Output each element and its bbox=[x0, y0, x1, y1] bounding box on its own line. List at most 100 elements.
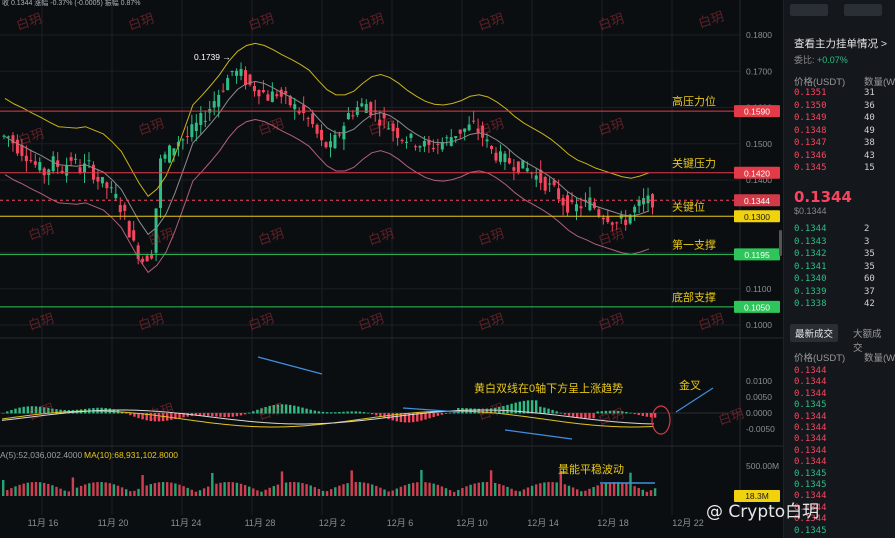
volume-bar bbox=[215, 483, 218, 496]
macd-bar bbox=[2, 413, 5, 414]
watermark-text: 白玥 bbox=[476, 116, 506, 139]
watermark-text: 白玥 bbox=[246, 311, 276, 334]
volume-bar bbox=[547, 482, 550, 496]
candle-body bbox=[552, 180, 556, 186]
ask-row[interactable]: 0.1348 49 bbox=[794, 125, 875, 136]
macd-bar bbox=[125, 413, 128, 414]
candle-body bbox=[512, 167, 516, 171]
volume-bar bbox=[2, 480, 5, 496]
watermark-text: 白玥 bbox=[146, 226, 176, 249]
date-label: 11月 24 bbox=[171, 518, 202, 528]
tab-latest-trades[interactable]: 最新成交 bbox=[790, 324, 839, 342]
macd-bar bbox=[235, 413, 239, 417]
bid-row[interactable]: 0.1344 2 bbox=[794, 224, 870, 234]
bid-ask-ratio: 委比: +0.07% bbox=[794, 55, 848, 65]
watermark-text: 白玥 bbox=[26, 221, 56, 244]
bid-row[interactable]: 0.1342 35 bbox=[794, 249, 875, 259]
candle-body bbox=[311, 113, 315, 125]
volume-bar bbox=[608, 482, 612, 496]
volume-bar bbox=[407, 483, 411, 496]
level-tag-label: 0.1050 bbox=[744, 302, 770, 312]
volume-bar bbox=[346, 483, 349, 496]
price-tick-label: 0.1800 bbox=[746, 30, 772, 40]
candle-body bbox=[615, 222, 619, 224]
volume-bar bbox=[268, 487, 271, 496]
macd-bar bbox=[145, 413, 148, 421]
ask-row[interactable]: 0.1346 43 bbox=[794, 150, 875, 161]
candle-body bbox=[248, 74, 252, 85]
macd-bar bbox=[555, 411, 558, 414]
trade-row: 0.1345 bbox=[794, 480, 827, 490]
macd-dea-line bbox=[1, 409, 654, 425]
volume-bar bbox=[510, 488, 513, 496]
volume-bar bbox=[293, 482, 296, 496]
ask-row[interactable]: 0.1349 40 bbox=[794, 113, 875, 123]
ma5-label: A(5):52,036,002.4000 bbox=[0, 450, 83, 460]
volume-bar bbox=[506, 486, 509, 496]
volume-bar bbox=[71, 477, 75, 496]
volume-bar bbox=[313, 487, 316, 496]
watermark-text: 白玥 bbox=[596, 116, 626, 139]
upper-band bbox=[4, 42, 650, 198]
macd-bar bbox=[334, 412, 337, 414]
macd-bar bbox=[551, 409, 554, 414]
ask-row[interactable]: 0.1347 38 bbox=[794, 138, 875, 148]
volume-bar bbox=[145, 485, 148, 496]
macd-bar bbox=[633, 413, 636, 415]
volume-bar bbox=[104, 482, 107, 496]
candle-body bbox=[217, 94, 221, 107]
date-label: 11月 28 bbox=[245, 518, 276, 528]
volume-bar bbox=[653, 488, 657, 496]
watermark-text: 白玥 bbox=[476, 401, 506, 424]
bid-row[interactable]: 0.1341 35 bbox=[794, 261, 875, 272]
macd-bar bbox=[301, 407, 304, 414]
candle-body bbox=[329, 141, 332, 148]
date-label: 11月 16 bbox=[28, 518, 59, 528]
side-button-2[interactable] bbox=[844, 4, 882, 16]
macd-bar bbox=[309, 409, 312, 414]
side-button-1[interactable] bbox=[790, 4, 828, 16]
volume-bar bbox=[461, 488, 464, 496]
candle-body bbox=[87, 160, 91, 162]
candle-body bbox=[38, 162, 42, 171]
ask-row[interactable]: 0.1350 36 bbox=[794, 100, 875, 111]
candle-body bbox=[270, 91, 274, 103]
tab-large-trades[interactable]: 大额成交 bbox=[853, 329, 882, 354]
candle-body bbox=[570, 200, 574, 202]
volume-bar bbox=[38, 482, 42, 496]
watermark-text: 白玥 bbox=[16, 126, 46, 149]
candle-body bbox=[436, 143, 440, 145]
watermark-text: 白玥 bbox=[256, 226, 286, 249]
bid-row[interactable]: 0.1340 60 bbox=[794, 274, 875, 284]
volume-bar bbox=[55, 486, 58, 496]
bid-row[interactable]: 0.1339 37 bbox=[794, 286, 875, 297]
candle-body bbox=[190, 124, 194, 138]
scrollbar[interactable] bbox=[779, 230, 782, 256]
candle-body bbox=[427, 139, 431, 145]
bid-row[interactable]: 0.1343 3 bbox=[794, 236, 870, 247]
volume-bar bbox=[202, 488, 206, 496]
candle-body bbox=[619, 215, 623, 219]
macd-bar bbox=[18, 407, 21, 414]
volume-bar bbox=[412, 482, 415, 496]
macd-bar bbox=[592, 413, 595, 419]
ask-row[interactable]: 0.1351 31 bbox=[794, 88, 875, 98]
macd-bar bbox=[440, 413, 444, 415]
volume-bar bbox=[432, 483, 435, 496]
ask-row[interactable]: 0.1345 15 bbox=[794, 163, 875, 173]
watermark-text: 白玥 bbox=[596, 11, 626, 34]
order-book-title[interactable]: 查看主力挂单情况 > bbox=[794, 38, 888, 50]
bid-row[interactable]: 0.1338 42 bbox=[794, 299, 875, 309]
macd-bar bbox=[362, 412, 366, 414]
candle-body bbox=[583, 199, 587, 201]
volume-bar bbox=[59, 488, 62, 496]
volume-bar bbox=[129, 491, 132, 496]
volume-bar bbox=[18, 484, 21, 496]
candle-body bbox=[154, 208, 158, 253]
candle-body bbox=[445, 137, 449, 139]
volume-bar bbox=[625, 483, 628, 496]
candle-body bbox=[109, 187, 113, 189]
candle-body bbox=[226, 78, 230, 91]
volume-bar bbox=[362, 482, 366, 496]
